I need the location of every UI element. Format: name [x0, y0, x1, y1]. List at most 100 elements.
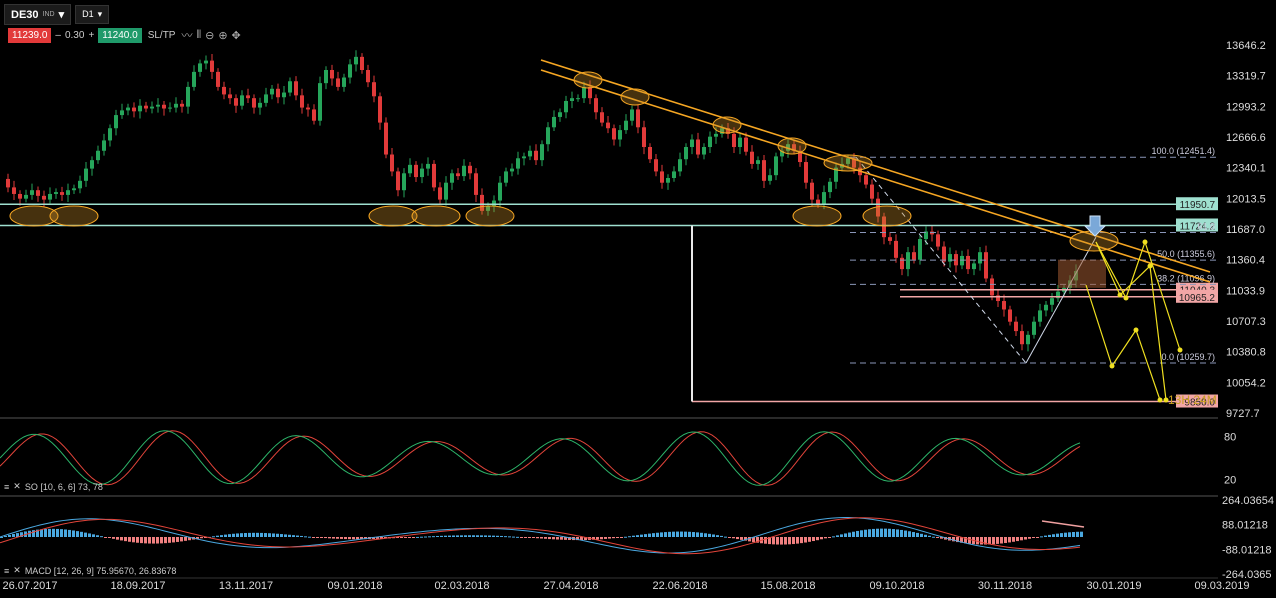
macd-histogram-bar [268, 533, 271, 537]
candle-body [972, 263, 976, 270]
timeframe-selector[interactable]: D1 ▾ [75, 5, 110, 24]
macd-histogram-bar [628, 536, 631, 538]
indicators-icon[interactable]: ⫴ [196, 28, 202, 41]
macd-histogram-bar [584, 537, 587, 541]
macd-histogram-bar [1036, 537, 1039, 538]
candle-body [540, 144, 544, 161]
so-main-line [0, 430, 1081, 486]
macd-histogram-bar [736, 537, 739, 540]
macd-histogram-bar [80, 531, 83, 537]
candle-body [228, 94, 232, 99]
price-tick-label: 12993.2 [1226, 101, 1266, 113]
macd-histogram-bar [724, 536, 727, 538]
sltp-button[interactable]: SL/TP [147, 29, 176, 41]
crosshair-icon[interactable]: ✥ [231, 29, 241, 42]
macd-histogram-bar [460, 535, 463, 537]
touch-ellipse [49, 205, 99, 227]
macd-histogram-bar [536, 537, 539, 539]
candle-body [552, 116, 556, 128]
candle-body [114, 115, 118, 129]
candle-body [888, 237, 892, 241]
macd-histogram-bar [728, 537, 731, 538]
touch-ellipse [792, 205, 842, 227]
sell-button[interactable]: 11239.0 [8, 27, 52, 43]
chart-toolbar: DE30 IND ▾ D1 ▾ [4, 4, 110, 25]
projection-arrow [1085, 284, 1161, 401]
date-tick-label: 22.06.2018 [652, 580, 707, 592]
macd-legend[interactable]: ≡ ✕ MACD [12, 26, 9] 75.95670, 26.83678 [4, 565, 176, 576]
macd-signal-line [0, 517, 1081, 555]
macd-histogram-bar [616, 537, 619, 538]
macd-histogram-bar [996, 537, 999, 544]
fib-label: 50.0 (11355.6) [1157, 249, 1215, 259]
macd-histogram-bar [992, 537, 995, 545]
candle-body [798, 150, 802, 163]
candle-body [456, 173, 460, 177]
candle-body [960, 255, 964, 266]
close-icon[interactable]: ✕ [13, 565, 21, 575]
macd-histogram-bar [408, 537, 411, 538]
macd-histogram-bar [188, 537, 191, 541]
candle-body [132, 107, 136, 112]
touch-ellipse [573, 71, 603, 89]
macd-histogram-bar [624, 536, 627, 538]
buy-button[interactable]: 11240.0 [98, 27, 142, 43]
candle-body [1032, 321, 1036, 335]
macd-histogram-bar [152, 537, 155, 544]
macd-histogram-bar [308, 536, 311, 538]
arrow-head [1157, 397, 1163, 403]
macd-histogram-bar [292, 535, 295, 537]
macd-histogram-bar [64, 529, 67, 537]
macd-histogram-bar [756, 537, 759, 543]
macd-histogram-bar [812, 537, 815, 542]
macd-histogram-bar [784, 537, 787, 545]
zoom-out-icon[interactable]: ⊖ [205, 29, 215, 42]
so-legend[interactable]: ≡ ✕ SO [10, 6, 6] 73, 78 [4, 481, 103, 492]
menu-icon[interactable]: ≡ [4, 565, 10, 576]
chart-axes: 13646.2 13319.7 12993.2 12666.6 12340.1 12013… [2, 40, 1265, 592]
macd-histogram-bar [960, 537, 963, 543]
macd-histogram-bar [160, 537, 163, 544]
candle-body [672, 171, 676, 179]
macd-histogram-bar [1064, 532, 1067, 537]
arrow-head [1133, 327, 1139, 333]
candle-body [996, 295, 1000, 302]
macd-histogram-bar [196, 537, 199, 539]
macd-histogram-bar [512, 536, 515, 538]
macd-histogram-bar [600, 537, 603, 540]
line-chart-icon[interactable]: 〰 [181, 30, 193, 42]
macd-histogram-bar [400, 537, 403, 538]
zoom-in-icon[interactable]: ⊕ [218, 29, 228, 42]
macd-histogram-bar [216, 535, 219, 537]
macd-histogram-bar [328, 537, 331, 539]
macd-histogram-bar [1068, 532, 1071, 538]
macd-histogram-bar [56, 528, 59, 537]
macd-histogram-bar [792, 537, 795, 545]
macd-histogram-bar [1040, 536, 1043, 538]
candle-body [96, 150, 100, 161]
close-icon[interactable]: ✕ [13, 481, 21, 491]
candle-body [108, 128, 112, 141]
macd-histogram-bar [1072, 532, 1075, 537]
macd-histogram-bar [560, 537, 563, 540]
candle-body [702, 147, 706, 155]
macd-histogram-bar [676, 531, 679, 537]
candle-body [18, 193, 22, 199]
candle-body [1008, 309, 1012, 322]
macd-histogram-bar [84, 532, 87, 537]
candle-body [420, 168, 424, 178]
candle-body [450, 173, 454, 183]
macd-histogram-bar [172, 537, 175, 543]
candle-body [372, 82, 376, 97]
symbol-selector[interactable]: DE30 IND ▾ [4, 4, 72, 25]
candle-body [624, 120, 628, 131]
macd-histogram-bar [912, 532, 915, 537]
candle-body [486, 206, 490, 211]
candle-body [90, 160, 94, 169]
macd-histogram-bar [648, 533, 651, 537]
menu-icon[interactable]: ≡ [4, 481, 10, 492]
macd-histogram-bar [940, 537, 943, 539]
candle-body [186, 86, 190, 107]
macd-histogram-bar [212, 536, 215, 538]
